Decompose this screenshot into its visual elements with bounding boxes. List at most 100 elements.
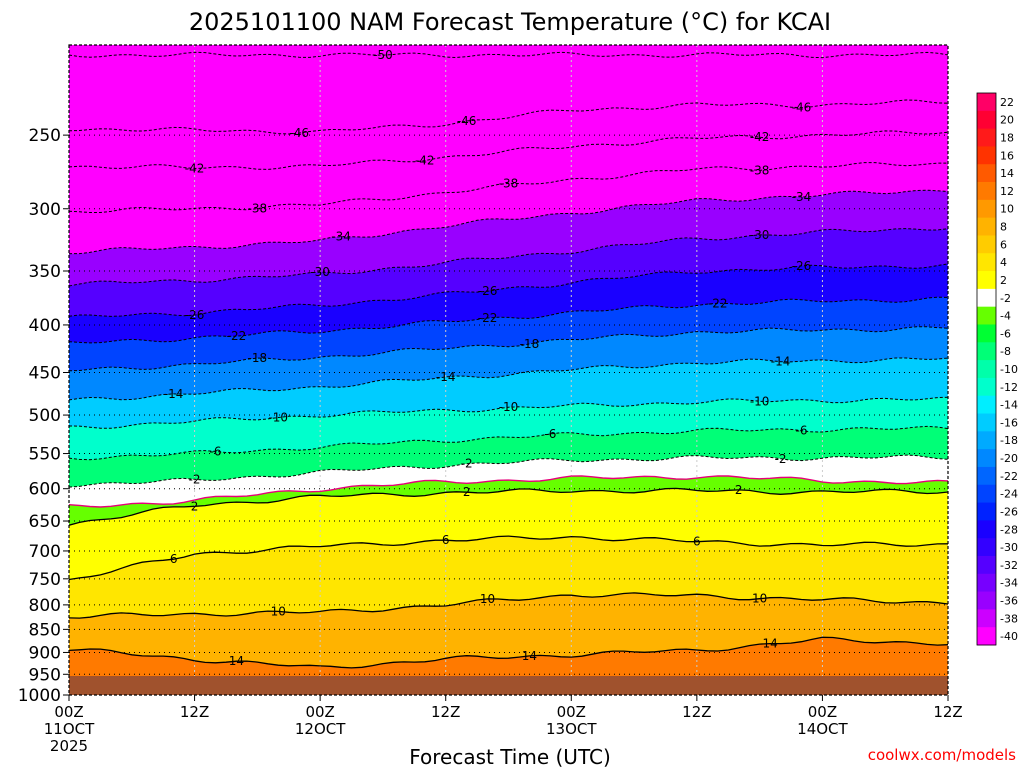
isotherm-label: -34: [331, 230, 351, 244]
colorbar-label: -4: [1000, 310, 1011, 323]
colorbar-label: -18: [1000, 434, 1018, 447]
colorbar-swatch: [977, 128, 996, 147]
colorbar-label: -36: [1000, 594, 1018, 607]
colorbar-label: 4: [1000, 256, 1007, 269]
colorbar-swatch: [977, 217, 996, 236]
colorbar-label: -26: [1000, 505, 1018, 518]
isotherm-label: -14: [771, 355, 791, 369]
isotherm-label: -10: [268, 410, 288, 424]
isotherm-label: 14: [522, 649, 537, 663]
y-tick-label: 300: [29, 200, 61, 220]
isotherm-label: -10: [499, 400, 519, 414]
x-tick-label: 12OCT: [295, 720, 346, 738]
temperature-fill-layer: [69, 45, 948, 695]
colorbar-swatch: [977, 288, 996, 308]
isotherm-line: [69, 425, 948, 461]
isotherm-label: -38: [248, 202, 268, 216]
colorbar-swatch: [977, 573, 996, 592]
y-tick-label: 250: [29, 126, 61, 146]
x-tick-label: 14OCT: [797, 720, 848, 738]
colorbar-label: -14: [1000, 399, 1018, 412]
isotherm-label: 6: [170, 552, 178, 566]
colorbar-label: -2: [1000, 292, 1011, 305]
y-tick-label: 950: [29, 665, 61, 685]
isotherm-label: -22: [478, 311, 498, 325]
isotherm-label: -6: [796, 424, 808, 438]
isotherm-label: -38: [750, 163, 770, 177]
x-tick-label: 2025: [50, 737, 88, 755]
isotherm-label: -42: [750, 130, 770, 144]
y-tick-label: 400: [29, 316, 61, 336]
x-tick-label: 00Z: [557, 703, 586, 721]
isotherm-line: [69, 326, 948, 372]
y-tick-label: 650: [29, 512, 61, 532]
isotherm-label: -46: [289, 126, 309, 140]
x-tick-label: 00Z: [808, 703, 837, 721]
colorbar-label: -28: [1000, 523, 1018, 536]
colorbar-swatch: [977, 413, 996, 432]
plot-frame: [68, 44, 949, 696]
y-tick-label: 800: [29, 596, 61, 616]
isotherm-line: [69, 396, 948, 429]
y-tick-label: 850: [29, 620, 61, 640]
colorbar-label: -34: [1000, 577, 1018, 590]
x-axis-label: Forecast Time (UTC): [409, 745, 611, 768]
colorbar-swatch: [977, 235, 996, 254]
colorbar-label: -40: [1000, 630, 1018, 643]
isotherm-line: [69, 130, 948, 170]
colorbar-label: 16: [1000, 149, 1014, 162]
x-tick-label: 00Z: [54, 703, 83, 721]
colorbar-swatch: [977, 609, 996, 628]
colorbar-label: 18: [1000, 132, 1014, 145]
isotherm-label: -14: [436, 370, 456, 384]
colorbar-swatch: [977, 395, 996, 414]
colorbar-swatch: [977, 502, 996, 521]
colorbar-swatch: [977, 431, 996, 450]
isotherm-label: -38: [499, 176, 519, 190]
isotherm-line: [69, 487, 948, 526]
isotherm-label: 14: [762, 637, 777, 651]
colorbar-label: -16: [1000, 416, 1018, 429]
isotherm-label: -6: [544, 427, 556, 441]
colorbar-swatch: [977, 110, 996, 130]
isotherm-label: -2: [461, 457, 473, 471]
isotherm-line: [69, 162, 948, 213]
colorbar-label: -6: [1000, 327, 1011, 340]
isotherm-line: [69, 535, 948, 581]
isotherm-line: [69, 228, 948, 287]
colorbar-swatch: [977, 164, 996, 183]
y-tick-label: 750: [29, 570, 61, 590]
isotherm-label: -22: [708, 296, 728, 310]
isotherm-line: [69, 263, 948, 317]
isotherm-label: -6: [210, 444, 222, 458]
y-tick-label: 350: [29, 262, 61, 282]
isotherm-line: [69, 99, 948, 135]
x-tick-label: 12Z: [933, 703, 962, 721]
colorbar-swatch: [977, 484, 996, 503]
y-tick-label: 550: [29, 445, 61, 465]
colorbar-swatch: [977, 449, 996, 468]
colorbar-label: -24: [1000, 488, 1018, 501]
isotherm-line: [69, 357, 948, 401]
isotherm-line: [69, 592, 948, 619]
isotherm-label: -42: [415, 154, 435, 168]
near-freezing-band: [69, 455, 948, 507]
colorbar-label: 2: [1000, 274, 1007, 287]
plot-area: -50 -46 -46 -46 -42 -42 -42 -38 -38 -38 -34 -34 -30 -…: [69, 45, 948, 695]
colorbar-swatch: [977, 555, 996, 575]
colorbar: 22 20 18 16 14 12 10 8 6 4 2 -2 -4 -6 -8 -10 -12 -14 -16 -1…: [976, 92, 1018, 646]
colorbar-label: 8: [1000, 221, 1007, 234]
isotherm-label: 10: [480, 592, 495, 606]
y-tick-label: 450: [29, 364, 61, 384]
isotherm-label: -26: [185, 308, 205, 322]
colorbar-label: -38: [1000, 612, 1018, 625]
colorbar-label: -8: [1000, 345, 1011, 358]
colorbar-label: 10: [1000, 203, 1014, 216]
isotherm-line: [69, 51, 948, 59]
isotherm-label: -2: [775, 452, 787, 466]
credit-text: coolwx.com/models: [868, 746, 1016, 764]
y-tick-label: 900: [29, 643, 61, 663]
colorbar-swatch: [977, 360, 996, 379]
colorbar-swatch: [977, 627, 996, 646]
colorbar-swatch: [977, 538, 996, 557]
